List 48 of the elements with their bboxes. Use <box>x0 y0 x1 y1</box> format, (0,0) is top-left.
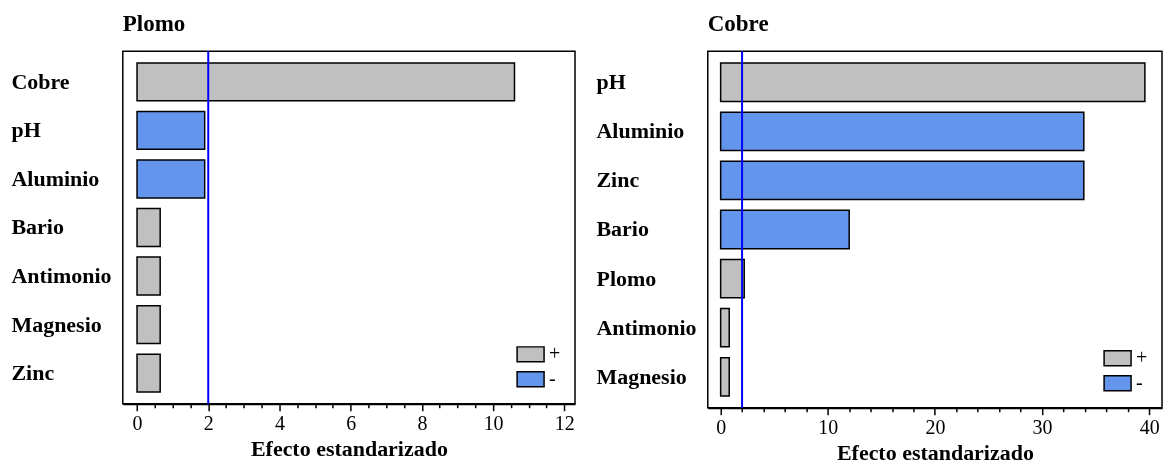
bar <box>136 256 161 296</box>
x-tick-label: 10 <box>818 416 839 439</box>
y-tick-label: Antimonio <box>596 314 697 340</box>
x-tick-label: 10 <box>483 412 504 435</box>
bar <box>136 207 161 248</box>
y-tick-label: Bario <box>11 214 64 240</box>
x-tick-label: 0 <box>132 412 143 435</box>
bar <box>719 307 730 348</box>
bar <box>719 258 745 299</box>
y-tick-label: Cobre <box>11 68 70 94</box>
bar <box>719 160 1085 201</box>
y-tick-label: Aluminio <box>11 165 100 191</box>
x-tick-label: 20 <box>925 416 946 439</box>
bar <box>719 62 1146 103</box>
y-tick-label: Bario <box>596 216 649 242</box>
chart-title: Cobre <box>707 11 769 37</box>
bar <box>719 209 850 250</box>
x-tick-label: 30 <box>1032 416 1053 439</box>
y-tick-label: Plomo <box>596 265 657 291</box>
legend-label: - <box>1136 371 1143 394</box>
bar <box>136 353 161 393</box>
y-tick-label: Magnesio <box>596 363 687 389</box>
x-axis-title: Efecto estandarizado <box>836 440 1034 466</box>
legend-label: + <box>549 342 561 365</box>
x-tick-label: 12 <box>554 412 575 435</box>
y-tick-label: pH <box>11 117 41 143</box>
y-tick-label: Aluminio <box>596 118 685 144</box>
legend-label: - <box>549 367 556 390</box>
bar <box>136 62 516 102</box>
x-tick-label: 6 <box>346 412 357 435</box>
x-tick-label: 0 <box>716 416 727 439</box>
x-tick-label: 2 <box>203 412 214 435</box>
chart-title: Plomo <box>122 11 186 37</box>
y-tick-label: pH <box>596 69 626 95</box>
bar <box>136 110 206 151</box>
y-tick-label: Zinc <box>11 360 55 386</box>
x-tick-label: 40 <box>1139 416 1160 439</box>
bar <box>136 159 206 199</box>
x-tick-label: 4 <box>274 412 285 435</box>
legend-label: + <box>1136 346 1148 369</box>
bar <box>719 111 1085 152</box>
bar <box>136 304 161 345</box>
y-tick-label: Magnesio <box>11 311 102 337</box>
bar <box>719 356 730 397</box>
x-axis-title: Efecto estandarizado <box>250 436 448 462</box>
x-tick-label: 8 <box>417 412 428 435</box>
y-tick-label: Antimonio <box>11 263 112 289</box>
y-tick-label: Zinc <box>596 167 640 193</box>
